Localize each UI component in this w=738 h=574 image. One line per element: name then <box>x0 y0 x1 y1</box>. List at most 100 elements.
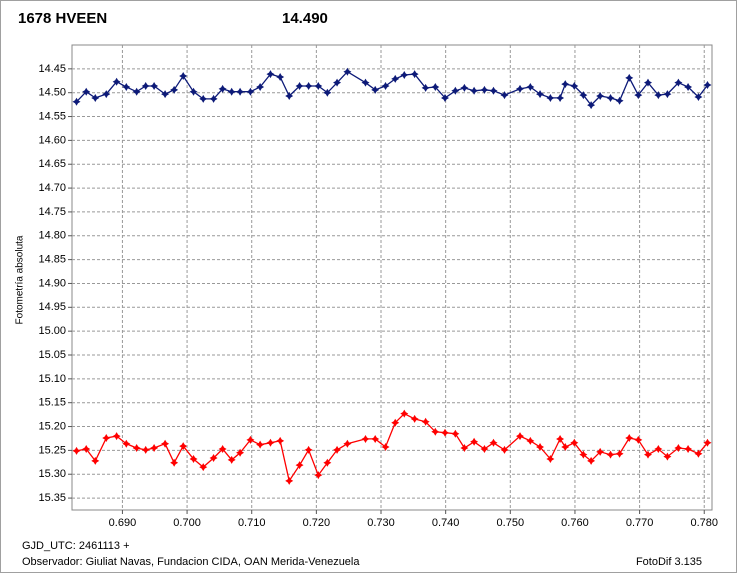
data-point <box>295 461 304 470</box>
data-point <box>170 85 179 94</box>
data-point <box>304 445 313 454</box>
data-point <box>606 450 615 459</box>
x-tick-label: 0.770 <box>626 517 654 529</box>
data-point <box>361 434 370 443</box>
data-point <box>361 78 370 87</box>
data-point <box>381 82 390 91</box>
chart-subtitle: 14.490 <box>282 10 328 27</box>
data-point <box>82 444 91 453</box>
data-point <box>132 87 141 96</box>
data-point <box>371 85 380 94</box>
data-point <box>526 436 535 445</box>
data-point <box>141 445 150 454</box>
data-point <box>391 418 400 427</box>
x-tick-label: 0.730 <box>367 517 395 529</box>
y-tick-label: 15.30 <box>38 468 66 480</box>
data-point <box>431 82 440 91</box>
y-tick-label: 14.75 <box>38 206 66 218</box>
data-point <box>323 458 332 467</box>
data-point <box>634 91 643 100</box>
data-point <box>285 92 294 101</box>
y-tick-label: 15.25 <box>38 444 66 456</box>
x-tick-label: 0.760 <box>561 517 589 529</box>
data-point <box>150 82 159 91</box>
data-point <box>579 91 588 100</box>
chart-title: 1678 HVEEN <box>18 10 107 27</box>
data-point <box>343 67 352 76</box>
data-point <box>179 442 188 451</box>
data-point <box>644 450 652 459</box>
data-point <box>663 90 672 99</box>
data-point <box>596 92 605 101</box>
data-point <box>460 83 469 92</box>
x-tick-label: 0.710 <box>238 517 266 529</box>
x-tick-label: 0.740 <box>432 517 460 529</box>
data-point <box>199 463 208 472</box>
data-point <box>72 446 81 455</box>
data-point <box>246 435 255 444</box>
data-point <box>161 439 170 448</box>
data-point <box>410 414 419 423</box>
y-tick-label: 14.95 <box>38 301 66 313</box>
y-tick-label: 14.65 <box>38 158 66 170</box>
data-point <box>381 443 390 452</box>
data-point <box>561 443 570 452</box>
data-point <box>199 94 208 103</box>
data-point <box>343 439 352 448</box>
data-point <box>431 427 440 436</box>
data-point <box>323 88 332 97</box>
data-point <box>556 434 565 443</box>
footer-observer: Observador: Giuliat Navas, Fundacion CID… <box>22 556 360 568</box>
data-point <box>276 436 285 445</box>
plot-area <box>71 44 713 511</box>
data-point <box>500 445 509 454</box>
data-point <box>570 438 579 447</box>
data-point <box>400 71 409 80</box>
data-point <box>684 444 693 453</box>
data-point <box>587 456 596 465</box>
data-point <box>500 91 509 100</box>
data-point <box>333 445 342 454</box>
data-point <box>295 82 304 91</box>
data-point <box>694 92 703 101</box>
data-point <box>625 433 634 442</box>
data-point <box>122 439 131 448</box>
data-point <box>72 97 81 106</box>
data-point <box>189 87 198 96</box>
data-point <box>209 454 218 463</box>
data-point <box>703 438 712 447</box>
data-point <box>536 90 545 99</box>
data-point <box>227 87 236 96</box>
data-point <box>285 476 294 485</box>
y-tick-label: 14.60 <box>38 134 66 146</box>
data-point <box>112 77 121 86</box>
data-point <box>587 101 596 110</box>
data-point <box>441 428 450 437</box>
data-point <box>480 85 489 94</box>
data-point <box>371 434 380 443</box>
data-point <box>122 82 131 91</box>
data-point <box>441 93 450 102</box>
data-point <box>516 432 524 441</box>
y-tick-label: 14.90 <box>38 277 66 289</box>
data-point <box>644 78 652 87</box>
data-point <box>470 86 479 95</box>
data-point <box>82 87 91 96</box>
data-point <box>91 456 100 465</box>
data-point <box>391 74 400 83</box>
data-point <box>480 444 489 453</box>
data-point <box>606 93 615 102</box>
data-point <box>654 91 663 100</box>
data-point <box>227 455 236 464</box>
data-point <box>161 90 170 99</box>
data-point <box>236 448 245 457</box>
y-tick-label: 15.05 <box>38 349 66 361</box>
data-point <box>314 82 323 91</box>
data-point <box>579 450 588 459</box>
data-point <box>694 449 703 458</box>
y-tick-label: 15.10 <box>38 373 66 385</box>
data-point <box>266 70 275 79</box>
data-point <box>546 93 555 102</box>
data-point <box>189 454 198 463</box>
y-tick-label: 14.55 <box>38 110 66 122</box>
